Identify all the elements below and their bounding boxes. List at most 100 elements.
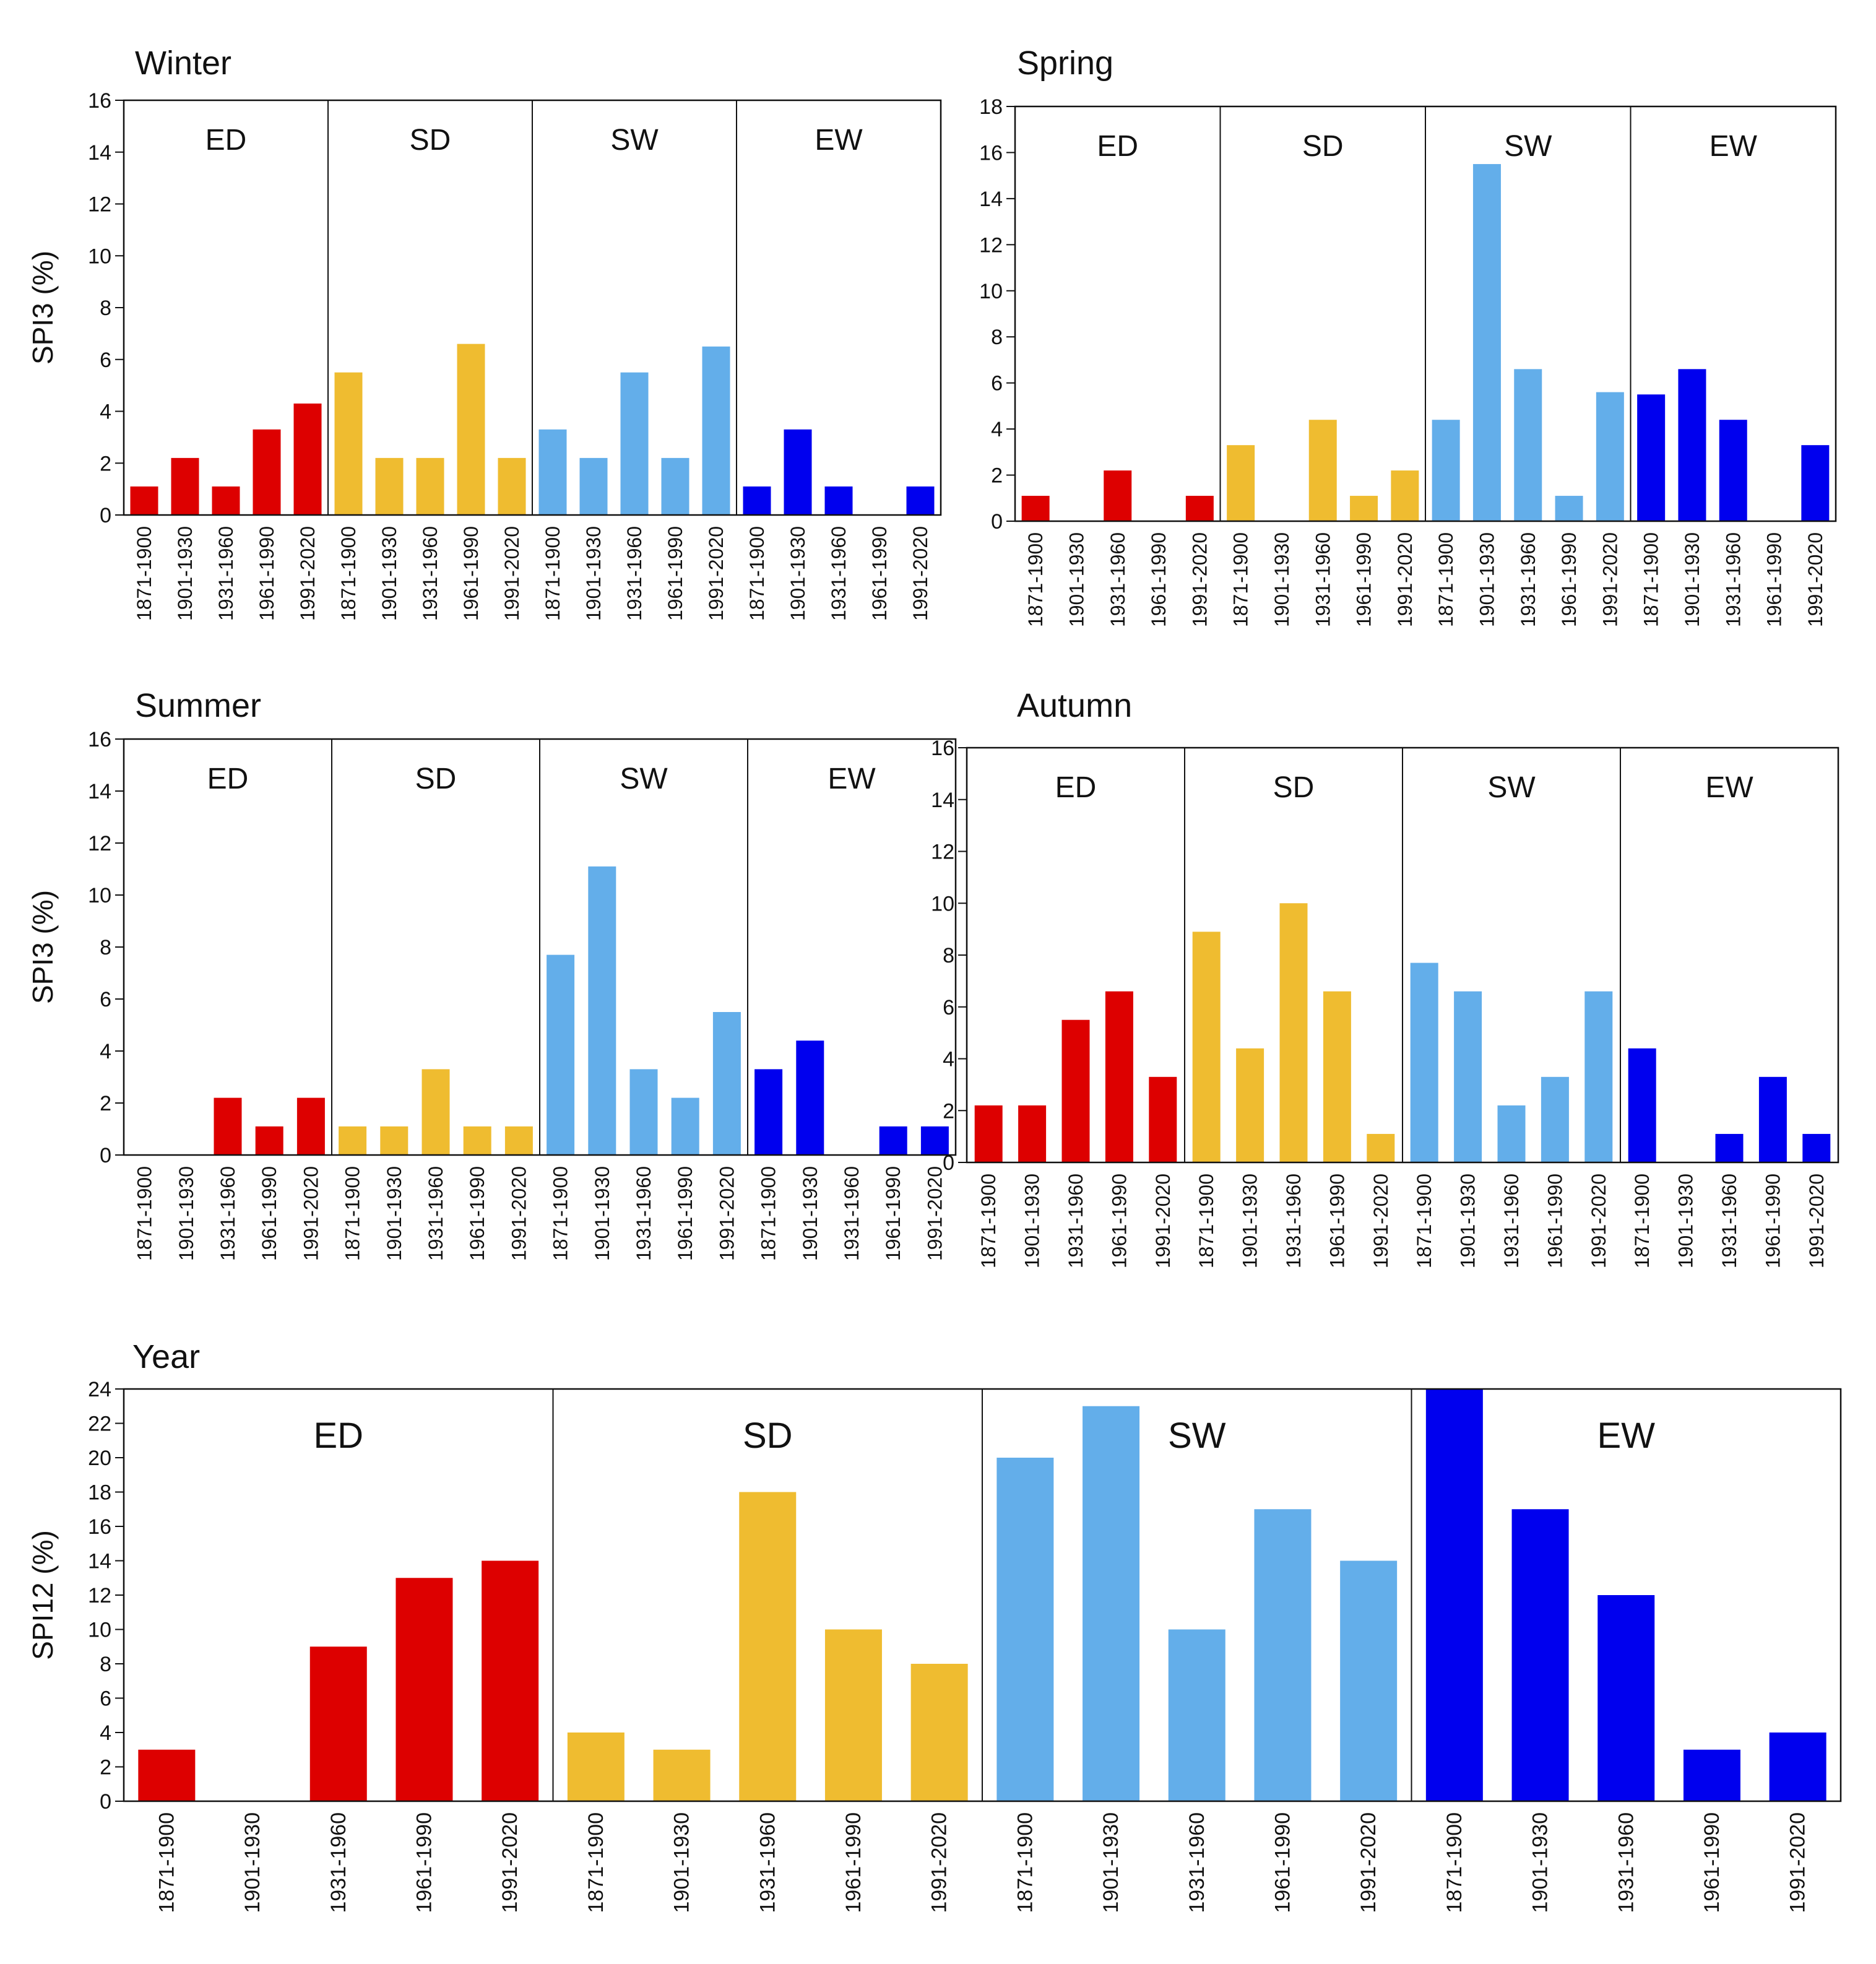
x-tick-label: 1901-1930 — [787, 526, 809, 621]
x-tick-label: 1991-2020 — [508, 1166, 530, 1261]
bar-ed-1931-1960 — [309, 1646, 367, 1801]
bar-sd-1961-1990 — [1350, 496, 1378, 521]
x-tick-label: 1901-1930 — [1476, 532, 1498, 627]
x-tick-label: 1901-1930 — [241, 1812, 264, 1913]
bar-sw-1871-1900 — [1432, 420, 1460, 521]
x-tick-label: 1991-2020 — [1188, 532, 1211, 627]
plot-frame — [1014, 105, 1837, 522]
bar-ew-1871-1900 — [1425, 1389, 1483, 1801]
x-tick-label: 1931-1960 — [327, 1812, 350, 1913]
bar-sw-1931-1960 — [1514, 369, 1542, 521]
bar-sw-1991-2020 — [1340, 1560, 1398, 1801]
x-tick-label: 1961-1990 — [1558, 532, 1580, 627]
bar-sw-1991-2020 — [1584, 991, 1613, 1162]
bar-sd-1991-2020 — [910, 1664, 968, 1801]
y-tick-label: 22 — [88, 1412, 111, 1436]
bar-ew-1991-2020 — [1802, 1133, 1831, 1162]
group-label-sw: SW — [610, 124, 659, 157]
bar-sd-1961-1990 — [824, 1629, 882, 1801]
chart-panel-autumn: Autumn 0 2 4 6 8 10 12 14 16 ED 1871-1900 1901-1930 1… — [931, 687, 1839, 1268]
x-tick-label: 1931-1960 — [1065, 1174, 1087, 1268]
bar-ew-1961-1990 — [1758, 1076, 1787, 1162]
group-label-sd: SD — [1302, 130, 1344, 163]
bar-ed-1991-2020 — [1149, 1076, 1177, 1162]
y-tick-label: 2 — [991, 464, 1003, 488]
bar-sd-1931-1960 — [421, 1069, 450, 1155]
y-tick-label: 8 — [100, 296, 111, 320]
x-tick-label: 1961-1990 — [882, 1166, 904, 1261]
x-tick-label: 1871-1900 — [542, 526, 564, 621]
bar-sw-1961-1990 — [671, 1097, 699, 1155]
bar-sw-1901-1930 — [1472, 164, 1501, 521]
y-tick-label: 16 — [88, 1515, 111, 1539]
bar-sw-1991-2020 — [712, 1012, 741, 1155]
y-axis-label: SPI12 (%) — [27, 1530, 59, 1660]
y-tick-label: 14 — [88, 141, 111, 165]
x-tick-label: 1961-1990 — [842, 1812, 865, 1913]
x-tick-label: 1961-1990 — [1148, 532, 1170, 627]
x-tick-label: 1991-2020 — [909, 526, 932, 621]
group-label-ed: ED — [1055, 771, 1097, 804]
x-tick-label: 1871-1900 — [550, 1166, 572, 1261]
bar-sw-1961-1990 — [1555, 496, 1583, 521]
bar-ew-1991-2020 — [1801, 445, 1830, 521]
group-label-ew: EW — [828, 763, 876, 795]
bar-ew-1991-2020 — [906, 486, 935, 515]
bar-sd-1961-1990 — [457, 344, 485, 515]
x-tick-label: 1961-1990 — [256, 526, 278, 621]
bar-ed-1931-1960 — [1104, 470, 1132, 521]
x-tick-label: 1991-2020 — [1394, 532, 1416, 627]
bar-ed-1871-1900 — [1021, 496, 1050, 521]
chart-title: Summer — [135, 687, 261, 724]
x-tick-label: 1871-1900 — [1443, 1812, 1466, 1913]
group-label-sw: SW — [1487, 771, 1536, 804]
bar-ed-1931-1960 — [214, 1097, 242, 1155]
y-tick-label: 4 — [943, 1048, 954, 1071]
x-tick-label: 1871-1900 — [1640, 532, 1662, 627]
x-tick-label: 1931-1960 — [1722, 532, 1744, 627]
bar-ed-1991-2020 — [293, 403, 322, 515]
x-tick-label: 1871-1900 — [1413, 1174, 1435, 1268]
x-tick-label: 1961-1990 — [1544, 1174, 1566, 1268]
bar-ed-1991-2020 — [482, 1560, 539, 1801]
plot-frame — [123, 99, 942, 516]
y-tick-label: 10 — [88, 244, 111, 268]
x-tick-label: 1991-2020 — [1804, 532, 1826, 627]
bar-ed-1901-1930 — [1018, 1105, 1047, 1162]
x-tick-label: 1991-2020 — [1152, 1174, 1174, 1268]
x-tick-label: 1931-1960 — [1517, 532, 1539, 627]
x-tick-label: 1961-1990 — [674, 1166, 696, 1261]
bar-sw-1961-1990 — [1254, 1509, 1312, 1801]
bar-sd-1961-1990 — [1323, 991, 1351, 1162]
bar-sw-1931-1960 — [1168, 1629, 1225, 1801]
group-label-sd: SD — [743, 1416, 793, 1456]
bar-sd-1871-1900 — [334, 372, 363, 515]
x-tick-label: 1991-2020 — [928, 1812, 951, 1913]
y-tick-label: 16 — [88, 728, 111, 751]
x-tick-label: 1991-2020 — [1370, 1174, 1392, 1268]
group-label-sw: SW — [1168, 1416, 1226, 1456]
x-tick-label: 1931-1960 — [1312, 532, 1334, 627]
x-tick-label: 1961-1990 — [412, 1812, 436, 1913]
bar-sd-1871-1900 — [339, 1126, 367, 1155]
x-tick-label: 1901-1930 — [1239, 1174, 1261, 1268]
group-label-ed: ED — [207, 763, 249, 795]
y-axis-label: SPI3 (%) — [27, 251, 59, 365]
x-tick-label: 1991-2020 — [1805, 1174, 1828, 1268]
bar-sw-1991-2020 — [702, 346, 730, 515]
x-tick-label: 1931-1960 — [215, 526, 237, 621]
x-tick-label: 1961-1990 — [1700, 1812, 1724, 1913]
y-tick-label: 0 — [943, 1151, 954, 1175]
x-tick-label: 1871-1900 — [1230, 532, 1252, 627]
x-tick-label: 1931-1960 — [217, 1166, 239, 1261]
bar-sd-1871-1900 — [567, 1733, 625, 1801]
y-tick-label: 14 — [88, 1550, 111, 1573]
x-tick-label: 1961-1990 — [1271, 1812, 1294, 1913]
x-tick-label: 1931-1960 — [623, 526, 646, 621]
y-tick-label: 16 — [88, 89, 111, 113]
y-tick-label: 0 — [100, 1144, 111, 1167]
bar-ed-1931-1960 — [1061, 1019, 1090, 1162]
bar-sw-1901-1930 — [1083, 1406, 1140, 1801]
group-label-ed: ED — [205, 124, 247, 157]
x-tick-label: 1931-1960 — [756, 1812, 779, 1913]
